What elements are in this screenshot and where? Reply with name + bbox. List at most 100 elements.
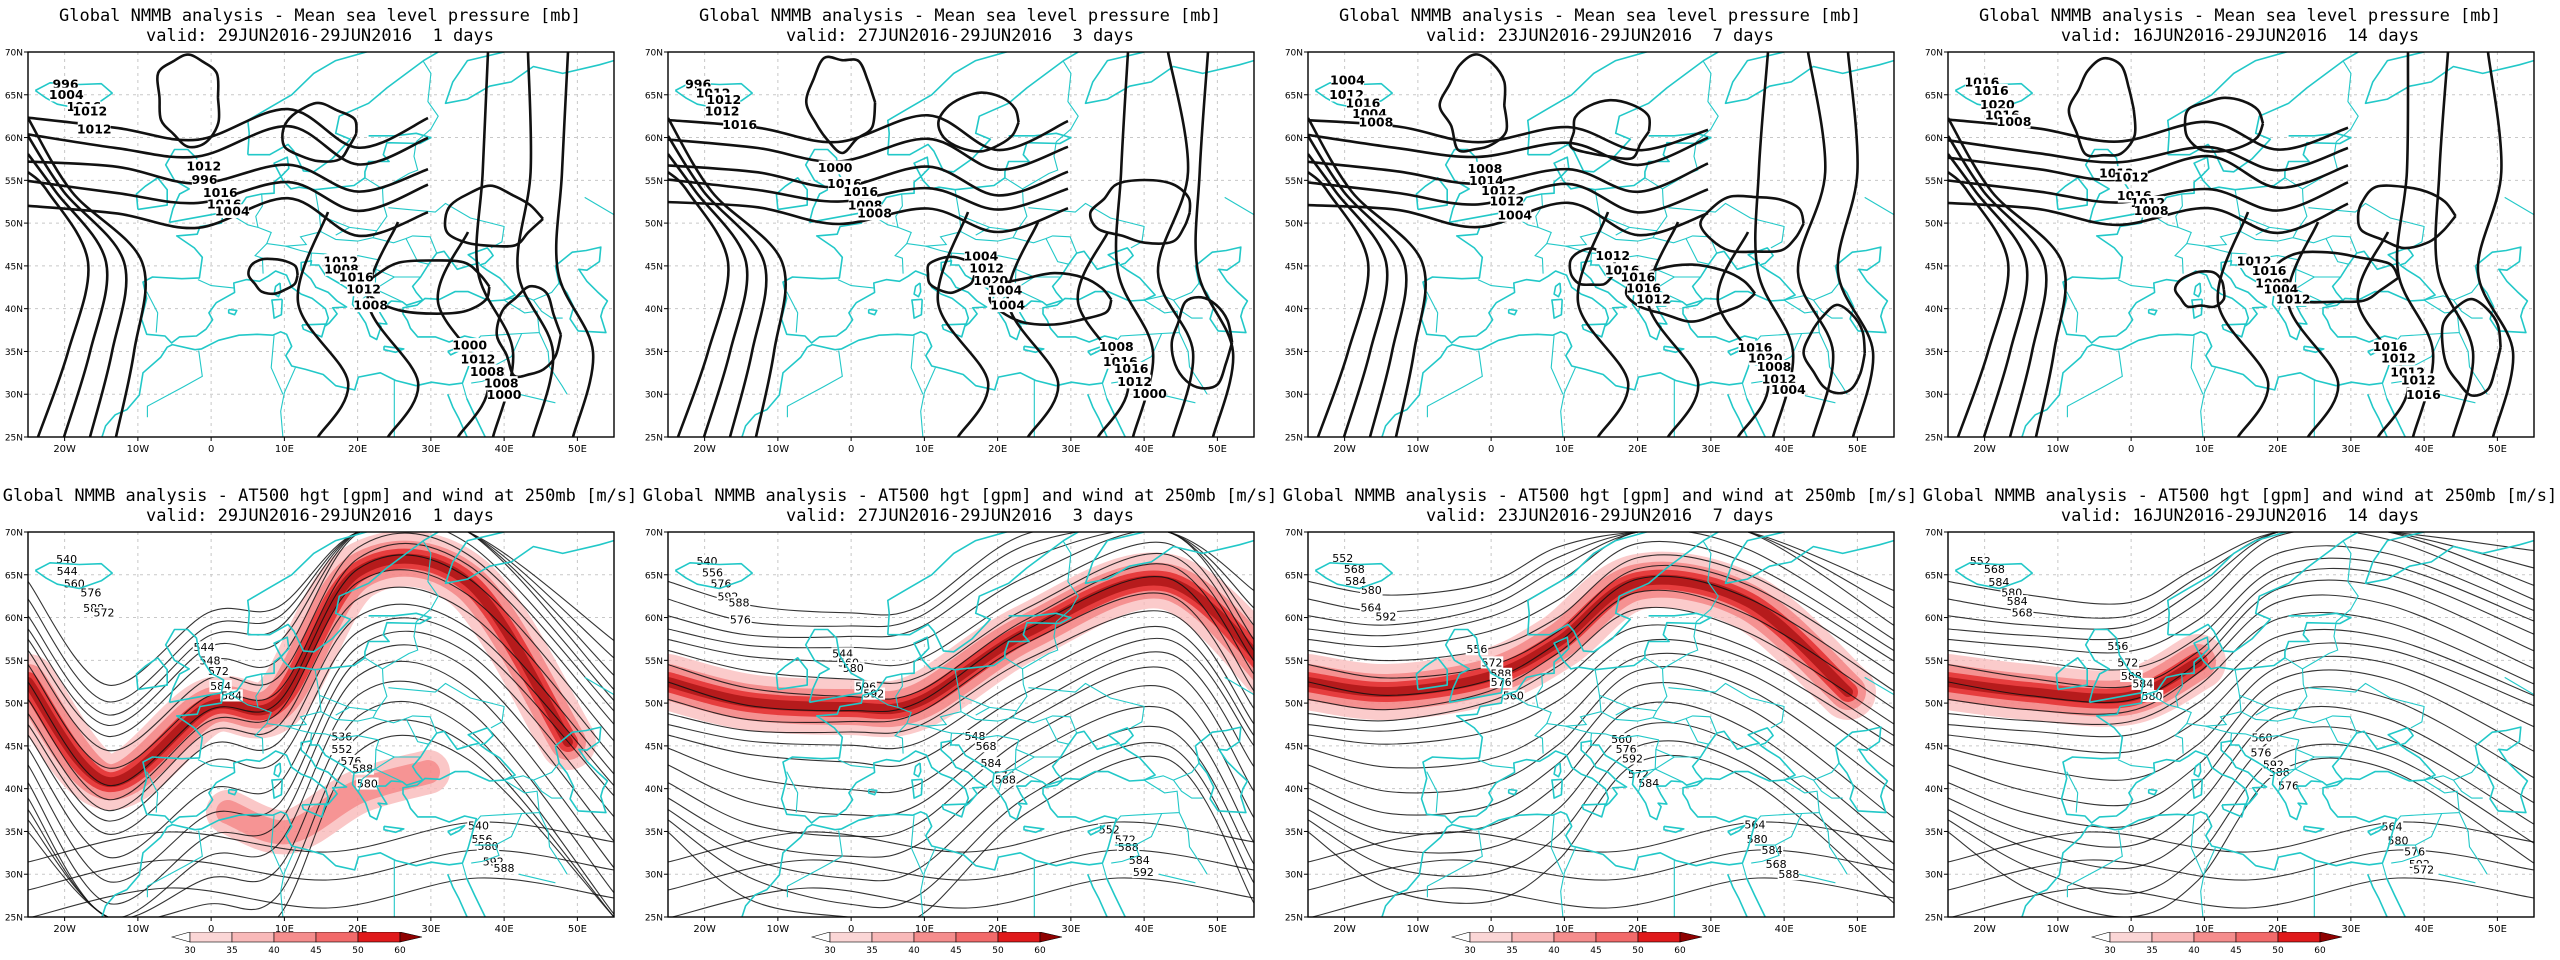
- country-border: [1550, 815, 1564, 875]
- contour-label-bg: [330, 730, 354, 743]
- country-border: [254, 243, 268, 274]
- coastline: [2284, 612, 2352, 658]
- coastline: [444, 532, 614, 585]
- isobar-line: [2356, 231, 2410, 437]
- contour-label: 1004: [990, 298, 1025, 313]
- isobar-line: [2286, 221, 2340, 437]
- country-border: [1565, 245, 1593, 261]
- lat-tick-label: 70N: [645, 529, 663, 539]
- country-border: [1509, 693, 1539, 708]
- height-contour: [668, 705, 1254, 858]
- lat-tick-label: 60N: [1925, 134, 1943, 144]
- contour-label: 1008: [484, 375, 519, 390]
- isobar-line: [1699, 194, 1805, 254]
- country-border: [503, 762, 560, 781]
- height-contour: [1308, 532, 1894, 641]
- colorbar-label: 35: [226, 946, 237, 956]
- contour-label-bg: [1997, 114, 2031, 129]
- country-border: [2066, 350, 2123, 418]
- lat-tick-label: 30N: [1285, 871, 1303, 881]
- contour-label-bg: [1343, 563, 1366, 576]
- contour-label-bg: [1738, 340, 1772, 355]
- country-border: [2255, 706, 2270, 716]
- country-border: [1028, 682, 1145, 729]
- lat-tick-label: 55N: [1925, 177, 1943, 187]
- lat-tick-label: 45N: [5, 742, 23, 752]
- isobar-line: [1156, 52, 1195, 437]
- height-contour: [1948, 655, 2534, 781]
- coastline: [941, 803, 967, 818]
- coastline: [2147, 308, 2158, 316]
- lat-tick-label: 70N: [1925, 49, 1943, 59]
- country-border: [1560, 367, 1576, 437]
- lat-tick-label: 40N: [1285, 305, 1303, 315]
- country-border: [2294, 756, 2323, 783]
- lat-tick-label: 40N: [5, 305, 23, 315]
- lon-tick-label: 10E: [2195, 924, 2214, 935]
- coastline: [1314, 562, 1393, 590]
- contour-label: 1016: [339, 269, 374, 284]
- isobar-line: [1948, 139, 2349, 172]
- country-border: [1754, 813, 1803, 846]
- contour-label: 1004: [1497, 207, 1532, 222]
- country-border: [1426, 291, 1439, 333]
- height-contour: [1308, 821, 1894, 863]
- height-contour: [1308, 849, 1894, 891]
- lat-tick-label: 65N: [1925, 91, 1943, 101]
- contour-label: 1004: [49, 87, 84, 102]
- lon-tick-label: 10E: [275, 444, 294, 455]
- contour-label: 584: [1988, 576, 2009, 589]
- country-border: [285, 245, 313, 261]
- height-contour: [1308, 652, 1894, 769]
- lat-tick-label: 45N: [5, 262, 23, 272]
- isobar-line: [2476, 52, 2515, 437]
- lat-tick-label: 35N: [1285, 348, 1303, 358]
- contour-label: 1008: [1099, 339, 1134, 354]
- contour-label-bg: [55, 565, 79, 578]
- country-border: [1045, 715, 1078, 734]
- coastline: [1106, 398, 1127, 437]
- contour-label-bg: [484, 376, 518, 390]
- height-contour: [1948, 557, 2534, 671]
- panel-valid-period: valid: 27JUN2016-29JUN2016 3 days: [786, 506, 1134, 526]
- contour-label: 572: [208, 665, 229, 678]
- lat-tick-label: 25N: [1925, 434, 1943, 444]
- field-layer: 5525565605645685725765805845885925765805…: [1948, 532, 2534, 917]
- contour-label-bg: [476, 839, 500, 853]
- lon-tick-label: 0: [208, 924, 214, 935]
- map-plot: 1004100810121016101210141016102010161012…: [1285, 49, 1895, 455]
- country-border: [532, 299, 563, 319]
- contour-label-bg: [974, 740, 998, 753]
- height-contour: [1948, 532, 2534, 641]
- country-border: [2335, 60, 2359, 143]
- country-border: [146, 771, 159, 813]
- isobar-line: [2173, 270, 2226, 309]
- field-layer: 1004100810121016101210141016102010161012…: [1308, 52, 1875, 437]
- country-border: [2391, 844, 2420, 864]
- lat-tick-label: 65N: [1285, 571, 1303, 581]
- contour-label-bg: [994, 773, 1017, 786]
- country-border: [1615, 706, 1630, 716]
- height-contour: [668, 610, 1254, 734]
- contour-label-bg: [2114, 170, 2148, 185]
- lat-tick-label: 70N: [5, 49, 23, 59]
- contour-label-bg: [1099, 339, 1133, 354]
- coastline: [1084, 52, 1254, 105]
- contour-label: 1016: [1738, 340, 1773, 355]
- colorbar-bin: [2151, 932, 2195, 943]
- colorbar-container: 30 35 40 45 50 60: [790, 932, 1130, 958]
- contour-label-bg: [2005, 595, 2029, 608]
- country-border: [474, 813, 523, 846]
- country-border: [894, 243, 908, 274]
- contour-label-bg: [1610, 733, 1633, 746]
- lon-tick-label: 0: [848, 444, 854, 455]
- contour-label-bg: [2249, 746, 2273, 759]
- country-border: [1224, 676, 1254, 696]
- lat-tick-label: 45N: [1285, 262, 1303, 272]
- contour-label: 568: [1344, 563, 1365, 576]
- lat-tick-label: 25N: [645, 434, 663, 444]
- coastline: [2021, 636, 2436, 917]
- contour-label: 1000: [1132, 386, 1167, 401]
- lat-tick-label: 45N: [1285, 742, 1303, 752]
- coastline: [101, 636, 516, 917]
